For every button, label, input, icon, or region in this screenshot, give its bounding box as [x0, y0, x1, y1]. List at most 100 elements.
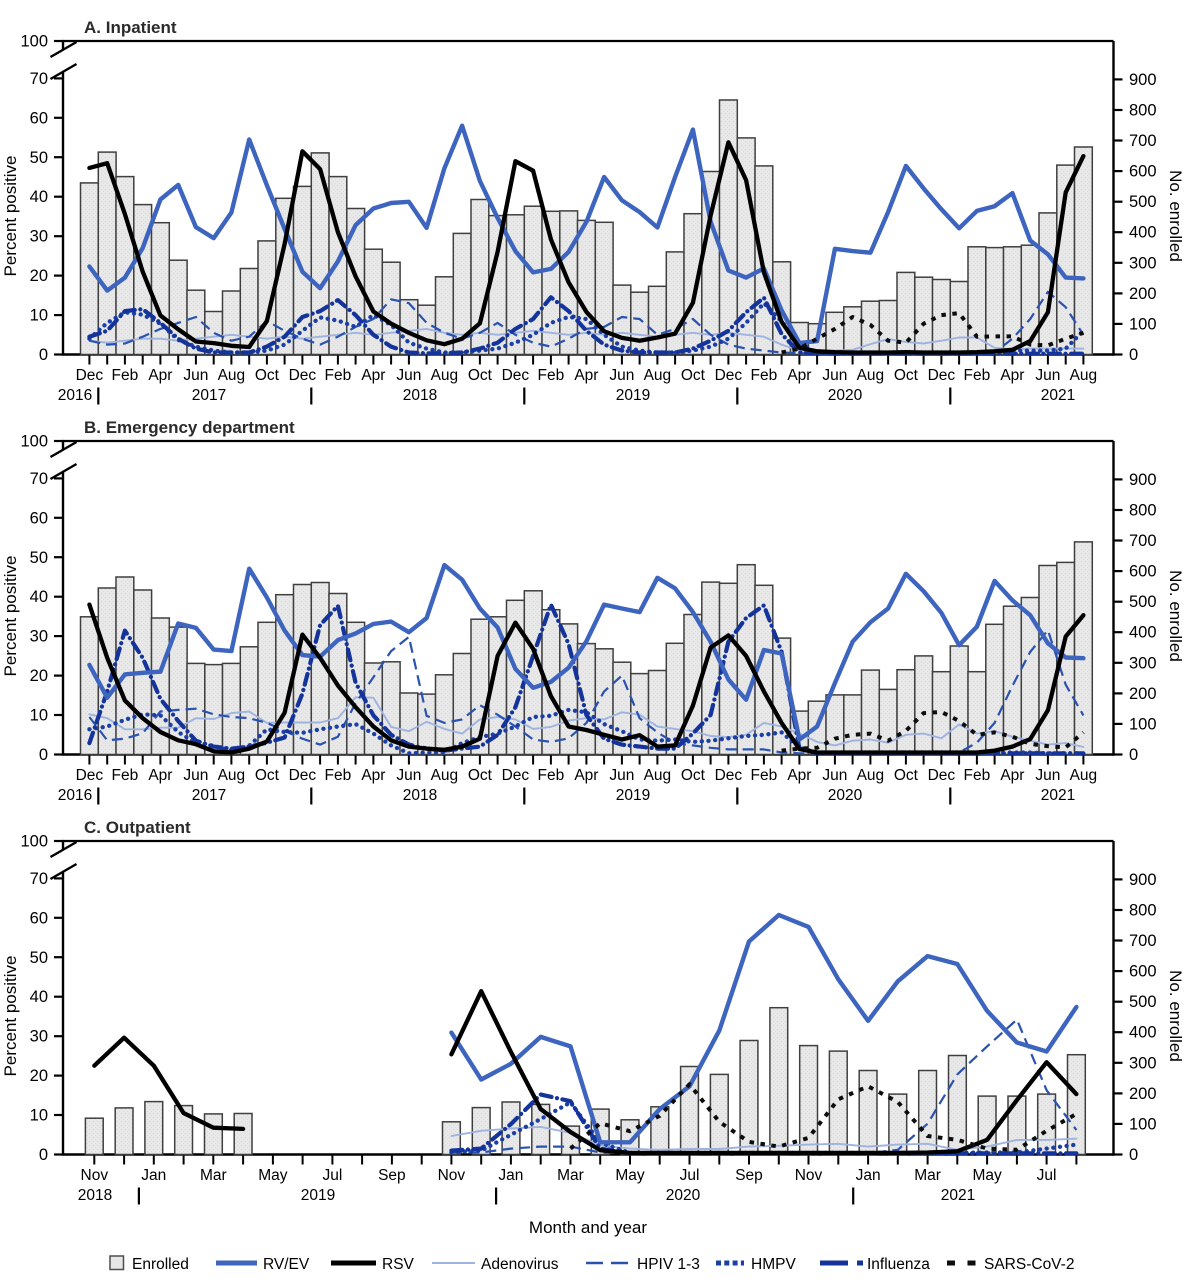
svg-text:10: 10	[30, 1107, 48, 1125]
svg-text:500: 500	[1129, 193, 1157, 211]
svg-text:Aug: Aug	[857, 367, 885, 384]
svg-text:Feb: Feb	[538, 367, 565, 384]
svg-text:800: 800	[1129, 902, 1157, 920]
svg-text:100: 100	[20, 833, 48, 851]
svg-text:Dec: Dec	[928, 367, 956, 384]
svg-text:Aug: Aug	[644, 767, 672, 784]
svg-text:Enrolled: Enrolled	[132, 1256, 189, 1273]
svg-text:700: 700	[1129, 532, 1157, 550]
svg-text:Dec: Dec	[502, 367, 530, 384]
svg-text:700: 700	[1129, 132, 1157, 150]
svg-text:200: 200	[1129, 285, 1157, 303]
svg-text:50: 50	[30, 549, 48, 567]
svg-text:2021: 2021	[1041, 387, 1075, 404]
svg-text:50: 50	[30, 149, 48, 167]
svg-text:Jun: Jun	[183, 767, 208, 784]
svg-text:30: 30	[30, 228, 48, 246]
svg-text:60: 60	[30, 509, 48, 527]
svg-text:Aug: Aug	[1070, 767, 1098, 784]
svg-text:Jun: Jun	[609, 367, 634, 384]
svg-text:900: 900	[1129, 871, 1157, 889]
svg-text:Dec: Dec	[289, 767, 317, 784]
svg-text:Feb: Feb	[964, 367, 991, 384]
svg-text:40: 40	[30, 988, 48, 1006]
svg-text:800: 800	[1129, 502, 1157, 520]
svg-text:Jul: Jul	[322, 1167, 342, 1184]
svg-text:Oct: Oct	[255, 767, 280, 784]
svg-text:Feb: Feb	[751, 767, 778, 784]
svg-text:Jun: Jun	[822, 767, 847, 784]
svg-text:Percent positive: Percent positive	[1, 156, 20, 277]
svg-text:Jun: Jun	[822, 367, 847, 384]
svg-text:2019: 2019	[616, 387, 650, 404]
svg-text:Influenza: Influenza	[867, 1256, 930, 1273]
svg-text:100: 100	[1129, 715, 1157, 733]
svg-text:Jul: Jul	[680, 1167, 700, 1184]
svg-text:0: 0	[39, 346, 48, 364]
svg-text:Oct: Oct	[681, 767, 706, 784]
svg-text:Jun: Jun	[396, 767, 421, 784]
svg-text:Aug: Aug	[218, 367, 246, 384]
svg-text:Nov: Nov	[795, 1167, 823, 1184]
svg-text:Oct: Oct	[894, 767, 919, 784]
svg-text:300: 300	[1129, 1054, 1157, 1072]
svg-text:20: 20	[30, 267, 48, 285]
svg-text:Apr: Apr	[787, 367, 811, 384]
svg-text:60: 60	[30, 109, 48, 127]
svg-text:2016: 2016	[58, 787, 92, 804]
svg-text:Aug: Aug	[431, 367, 459, 384]
svg-text:Jun: Jun	[609, 767, 634, 784]
svg-text:Mar: Mar	[557, 1167, 584, 1184]
svg-text:100: 100	[1129, 1115, 1157, 1133]
svg-text:HPIV 1-3: HPIV 1-3	[637, 1256, 700, 1273]
svg-text:0: 0	[1129, 1146, 1138, 1164]
svg-text:Jun: Jun	[396, 367, 421, 384]
svg-text:100: 100	[1129, 315, 1157, 333]
svg-text:400: 400	[1129, 1024, 1157, 1042]
svg-text:Nov: Nov	[81, 1167, 109, 1184]
svg-text:600: 600	[1129, 163, 1157, 181]
svg-text:0: 0	[39, 746, 48, 764]
svg-text:Aug: Aug	[431, 767, 459, 784]
svg-text:Apr: Apr	[1000, 367, 1024, 384]
svg-text:May: May	[972, 1167, 1002, 1184]
svg-text:200: 200	[1129, 1085, 1157, 1103]
svg-text:Jul: Jul	[1037, 1167, 1057, 1184]
svg-text:May: May	[258, 1167, 288, 1184]
svg-text:500: 500	[1129, 593, 1157, 611]
svg-text:Oct: Oct	[468, 767, 493, 784]
svg-text:200: 200	[1129, 685, 1157, 703]
svg-text:Jun: Jun	[1035, 367, 1060, 384]
svg-text:Dec: Dec	[928, 767, 956, 784]
svg-text:60: 60	[30, 909, 48, 927]
svg-text:RV/EV: RV/EV	[263, 1256, 310, 1273]
svg-text:Apr: Apr	[1000, 767, 1024, 784]
svg-text:2018: 2018	[78, 1187, 112, 1204]
svg-text:600: 600	[1129, 963, 1157, 981]
svg-text:Apr: Apr	[361, 767, 385, 784]
svg-text:Adenovirus: Adenovirus	[481, 1256, 559, 1273]
svg-text:Mar: Mar	[914, 1167, 941, 1184]
svg-text:Oct: Oct	[894, 367, 919, 384]
svg-text:900: 900	[1129, 71, 1157, 89]
svg-text:Mar: Mar	[200, 1167, 227, 1184]
svg-text:Apr: Apr	[574, 367, 598, 384]
svg-text:Dec: Dec	[715, 767, 743, 784]
svg-text:400: 400	[1129, 624, 1157, 642]
svg-text:Feb: Feb	[538, 767, 565, 784]
svg-text:Apr: Apr	[361, 367, 385, 384]
svg-text:2018: 2018	[403, 787, 437, 804]
svg-text:Aug: Aug	[644, 367, 672, 384]
svg-text:Dec: Dec	[76, 767, 104, 784]
svg-text:Feb: Feb	[964, 767, 991, 784]
svg-text:2018: 2018	[403, 387, 437, 404]
svg-text:No. enrolled: No. enrolled	[1166, 170, 1185, 262]
svg-text:0: 0	[1129, 346, 1138, 364]
svg-text:Aug: Aug	[1070, 367, 1098, 384]
svg-text:70: 70	[30, 70, 48, 88]
svg-text:Feb: Feb	[112, 767, 139, 784]
svg-text:2020: 2020	[828, 787, 863, 804]
svg-text:2020: 2020	[666, 1187, 701, 1204]
svg-text:Jun: Jun	[1035, 767, 1060, 784]
svg-text:Apr: Apr	[148, 767, 172, 784]
